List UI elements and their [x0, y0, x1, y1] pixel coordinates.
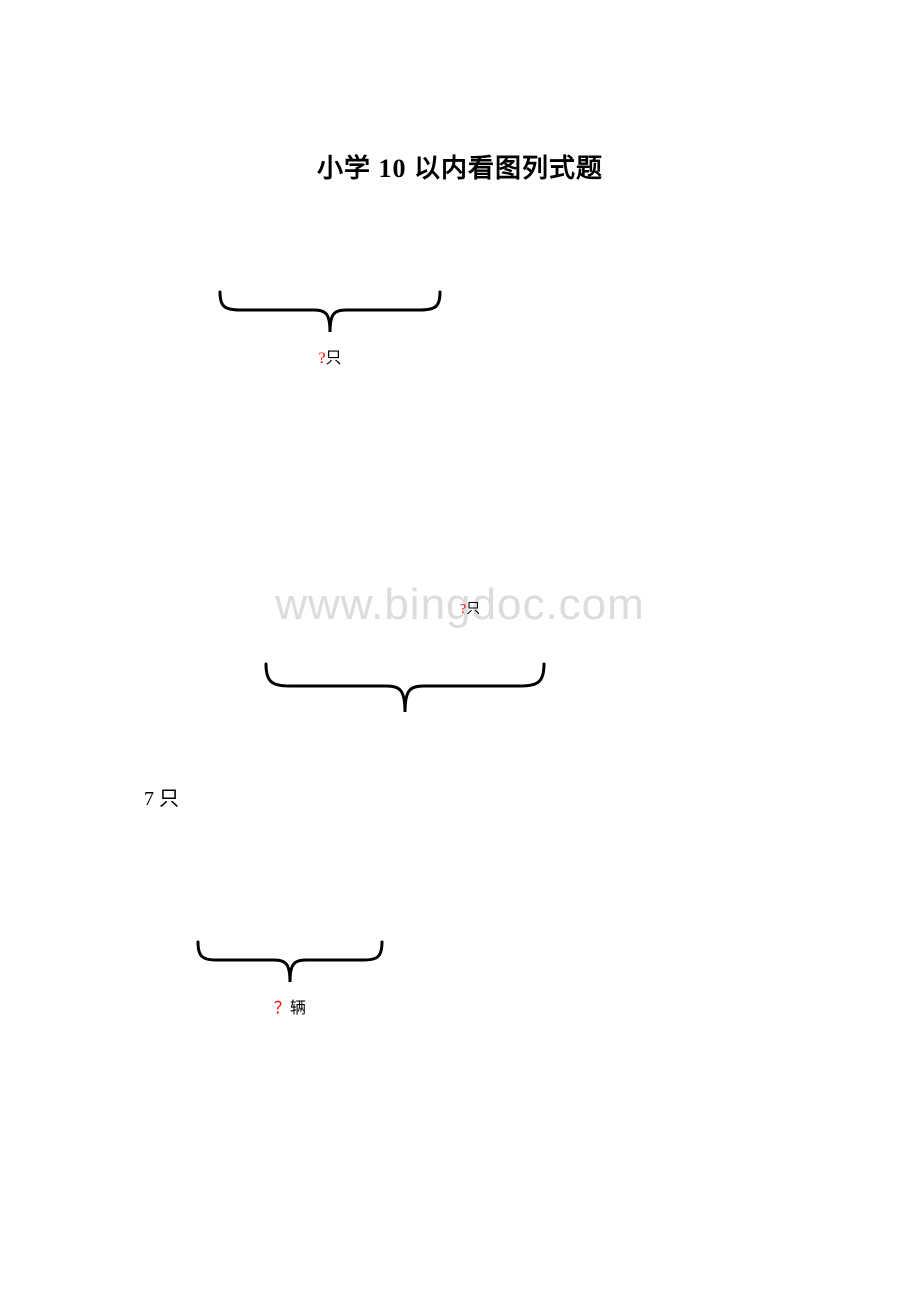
question-mark: ?	[318, 350, 325, 367]
brace-1-label: ?只	[214, 344, 446, 368]
curly-brace-icon	[192, 938, 388, 988]
brace-group-3: ？辆	[192, 938, 388, 1018]
unit-label: 辆	[290, 1000, 306, 1017]
unit-label: 只	[466, 602, 480, 617]
page-title: 小学 10 以内看图列式题	[0, 148, 920, 185]
curly-brace-icon	[260, 660, 550, 720]
brace-group-2	[260, 660, 550, 720]
unit-label: 只	[326, 350, 342, 367]
curly-brace-icon	[214, 288, 446, 338]
small-question-label: ?只	[460, 598, 480, 618]
brace-3-label: ？辆	[192, 994, 388, 1018]
count-7-label: 7 只	[144, 782, 179, 811]
brace-group-1: ?只	[214, 288, 446, 368]
question-mark: ？	[274, 1000, 290, 1017]
